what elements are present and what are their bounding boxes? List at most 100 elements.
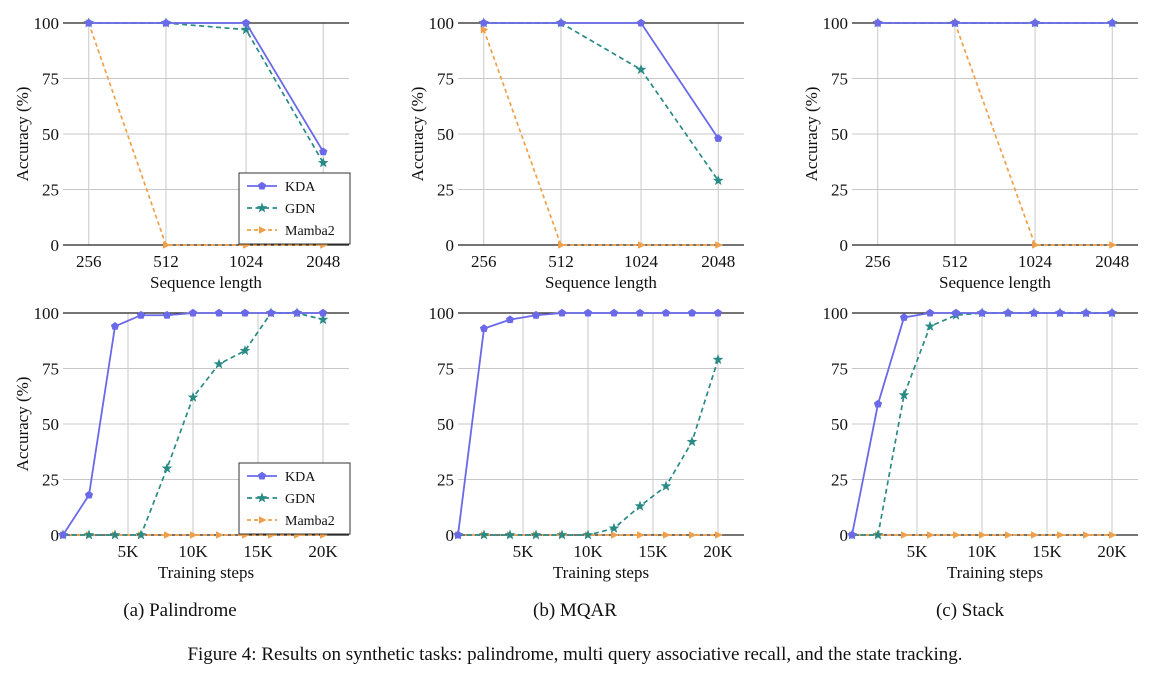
data-point-mamba2 [689,531,697,539]
x-tick-label: 10K [573,542,603,561]
x-tick-label: 1024 [624,252,659,271]
y-tick-label: 100 [34,14,60,33]
x-tick-label: 512 [153,252,179,271]
data-point-kda [557,308,567,317]
data-point-kda [635,308,645,317]
data-point-kda [951,308,961,317]
data-point-mamba2 [162,241,171,249]
data-point-kda [84,18,93,27]
data-point-mamba2 [1031,531,1039,539]
x-tick-label: 15K [638,542,668,561]
x-tick-label: 256 [471,252,497,271]
data-point-kda [266,308,276,317]
data-point-kda [162,310,172,319]
y-tick-label: 100 [823,14,849,33]
y-tick-label: 75 [437,360,454,379]
y-tick-label: 100 [429,14,455,33]
data-point-kda [583,308,593,317]
y-tick-label: 0 [51,526,60,545]
x-axis-label: Sequence length [150,273,262,292]
data-point-kda [714,134,723,142]
data-point-gdn [634,500,646,511]
data-point-kda [661,308,671,317]
x-axis-label: Sequence length [939,273,1051,292]
data-point-gdn [135,529,147,540]
data-point-mamba2 [1032,241,1040,249]
data-point-kda [925,308,935,317]
data-point-gdn [187,391,199,402]
data-point-kda [241,18,251,27]
data-point-kda [110,322,120,330]
data-point-mamba2 [715,531,723,539]
data-point-gdn [898,389,910,400]
data-point-gdn [660,480,672,491]
y-tick-label: 0 [446,526,455,545]
x-tick-label: 2048 [306,252,340,271]
series-kda [84,18,328,156]
legend-label-gdn: GDN [285,492,315,507]
data-point-kda [977,308,987,317]
legend-box [238,172,351,245]
data-point-mamba2 [1057,531,1065,539]
data-point-gdn [712,175,724,186]
y-tick-label: 25 [42,471,59,490]
data-point-kda [687,308,697,317]
y-tick-label: 100 [34,304,60,323]
data-point-kda [609,308,619,317]
y-tick-label: 25 [831,471,848,490]
data-point-gdn [83,529,95,540]
x-tick-label: 2048 [701,252,735,271]
y-tick-label: 25 [831,181,848,200]
y-tick-label: 50 [831,415,848,434]
x-tick-label: 10K [967,542,997,561]
data-point-kda [136,310,146,319]
data-point-gdn [317,314,329,325]
series-gdn [83,17,329,168]
x-tick-label: 20K [308,542,338,561]
y-tick-label: 75 [42,360,59,379]
x-tick-label: 256 [865,252,891,271]
series-line-gdn [483,22,719,182]
series-line-kda [88,22,325,153]
x-tick-label: 1024 [1018,252,1053,271]
data-point-kda [1081,308,1091,317]
data-point-gdn [504,529,516,540]
data-point-kda [1029,308,1039,317]
data-point-gdn [635,64,647,75]
y-tick-label: 100 [823,304,849,323]
data-point-kda [873,18,882,27]
legend-marker-gdn [256,492,268,503]
data-point-mamba2 [1005,531,1013,539]
data-point-mamba2 [979,531,987,539]
series-line-mamba2 [482,29,719,246]
data-point-gdn [872,529,884,540]
x-tick-label: 15K [1032,542,1062,561]
chart-mqar-training-steps: 0 25 50 75 100 5K 10K 15K 20K Training steps [429,304,744,582]
data-point-kda [479,324,489,333]
data-point-kda [713,308,723,317]
data-point-kda [1003,308,1013,317]
chart-stack-training-steps: 0 25 50 75 100 5K 10K 15K 20K Training steps [823,304,1138,582]
series-kda [847,308,1117,539]
y-tick-label: 75 [42,70,59,89]
y-axis-label: Accuracy (%) [802,87,821,182]
data-point-mamba2 [216,531,224,539]
data-point-gdn [478,529,490,540]
y-tick-label: 100 [429,304,455,323]
data-point-mamba2 [190,531,198,539]
legend-label-kda: KDA [285,180,316,195]
data-point-kda [636,18,646,27]
series-gdn [452,354,724,540]
data-point-gdn [608,522,620,533]
data-point-gdn [924,320,936,331]
data-point-gdn [240,24,252,35]
data-point-mamba2 [611,531,619,539]
series-gdn [478,17,724,186]
legend-label-mamba2: Mamba2 [285,514,335,529]
y-tick-label: 50 [437,125,454,144]
data-point-kda [531,310,541,319]
x-tick-label: 20K [1097,542,1127,561]
legend-marker-mamba2 [259,516,267,524]
data-point-kda [214,308,224,317]
